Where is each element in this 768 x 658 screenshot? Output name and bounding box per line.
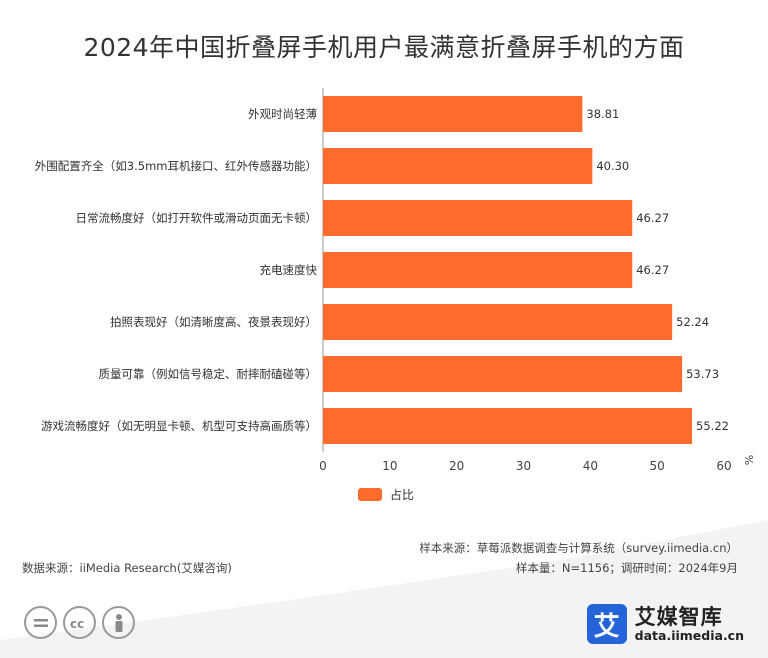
bar bbox=[323, 408, 693, 444]
bar bbox=[323, 148, 593, 184]
bar bbox=[323, 200, 633, 236]
data-label: 38.81 bbox=[586, 107, 619, 121]
x-tick-label: 20 bbox=[449, 459, 464, 473]
x-tick-label: 60 bbox=[716, 459, 731, 473]
bar bbox=[323, 96, 583, 132]
x-unit-label: % bbox=[742, 455, 755, 465]
category-label: 质量可靠（例如信号稳定、耐摔耐磕碰等） bbox=[99, 367, 318, 381]
category-label: 拍照表现好（如清晰度高、夜景表现好） bbox=[110, 315, 317, 329]
bar bbox=[323, 304, 673, 340]
bar-chart: 外观时尚轻薄 38.81 外围配置齐全（如3.5mm耳机接口、红外传感器功能） 40.… bbox=[35, 88, 755, 473]
legend-label: 占比 bbox=[390, 488, 415, 502]
person-icon bbox=[102, 606, 135, 639]
data-label: 46.27 bbox=[636, 263, 669, 277]
category-label: 游戏流畅度好（如无明显卡顿、机型可支持高画质等） bbox=[41, 419, 317, 433]
x-tick-label: 10 bbox=[382, 459, 397, 473]
license-icons: cc bbox=[24, 606, 135, 639]
data-source: 数据来源：iiMedia Research(艾媒咨询) bbox=[22, 561, 232, 575]
data-label: 55.22 bbox=[696, 419, 729, 433]
sample-info: 样本量：N=1156；调研时间：2024年9月 bbox=[515, 561, 738, 575]
category-label: 外观时尚轻薄 bbox=[248, 107, 317, 121]
data-label: 40.30 bbox=[596, 159, 629, 173]
sample-source: 样本来源：草莓派数据调查与计算系统（survey.iimedia.cn） bbox=[419, 541, 738, 555]
svg-text:cc: cc bbox=[70, 617, 84, 630]
category-label: 日常流畅度好（如打开软件或滑动页面无卡顿） bbox=[76, 211, 318, 225]
bar bbox=[323, 356, 683, 392]
category-label: 充电速度快 bbox=[260, 263, 318, 277]
brand: 艾 艾媒智库 data.iimedia.cn bbox=[586, 604, 744, 644]
brand-logo-icon: 艾 bbox=[586, 604, 627, 644]
chart-title: 2024年中国折叠屏手机用户最满意折叠屏手机的方面 bbox=[83, 33, 685, 62]
x-tick-label: 40 bbox=[583, 459, 598, 473]
x-tick-label: 0 bbox=[319, 459, 327, 473]
brand-url: data.iimedia.cn bbox=[634, 627, 744, 643]
category-label: 外围配置齐全（如3.5mm耳机接口、红外传感器功能） bbox=[35, 159, 317, 173]
bar bbox=[323, 252, 633, 288]
equals-icon bbox=[24, 606, 57, 639]
x-tick-label: 50 bbox=[650, 459, 665, 473]
data-label: 52.24 bbox=[676, 315, 709, 329]
data-label: 46.27 bbox=[636, 211, 669, 225]
cc-icon: cc bbox=[63, 606, 96, 639]
legend-swatch bbox=[358, 488, 382, 501]
x-tick-label: 30 bbox=[516, 459, 531, 473]
data-label: 53.73 bbox=[686, 367, 719, 381]
brand-name: 艾媒智库 bbox=[634, 604, 723, 629]
legend: 占比 bbox=[358, 486, 414, 503]
